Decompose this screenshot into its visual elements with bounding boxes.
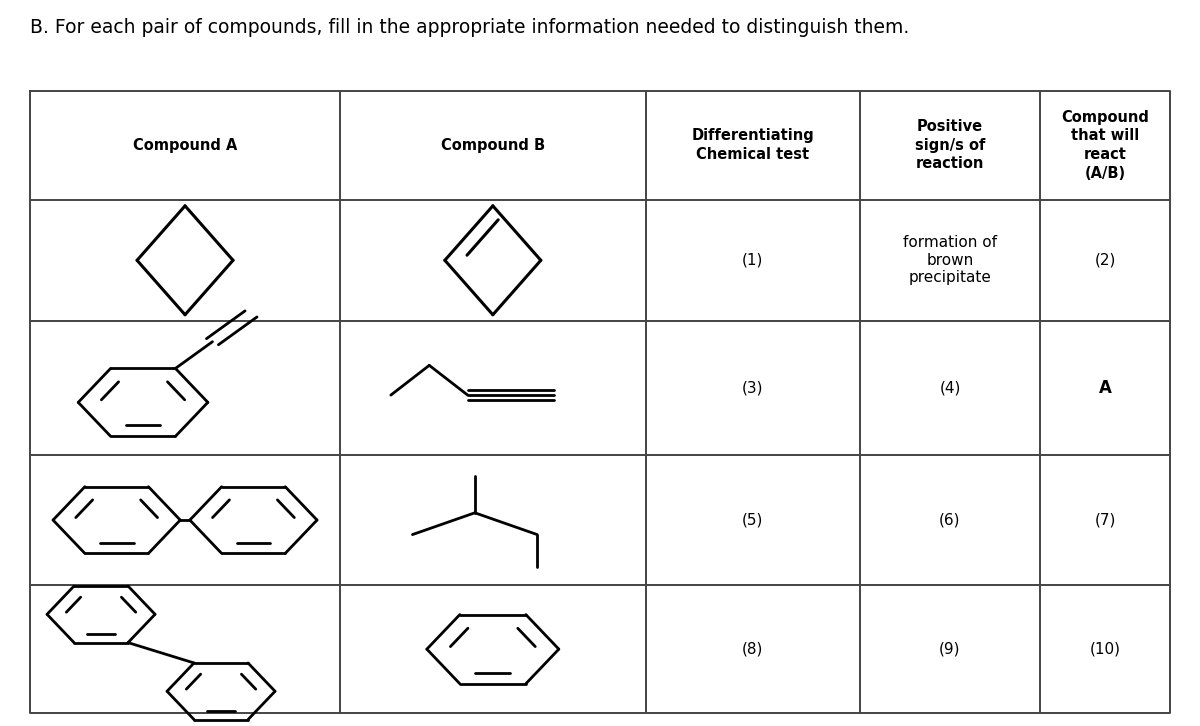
Text: (1): (1) (742, 253, 763, 268)
Text: (4): (4) (940, 380, 961, 396)
Text: (3): (3) (742, 380, 763, 396)
Text: Compound
that will
react
(A/B): Compound that will react (A/B) (1061, 110, 1148, 181)
Text: formation of
brown
precipitate: formation of brown precipitate (902, 235, 997, 285)
Text: (5): (5) (742, 513, 763, 528)
Text: (2): (2) (1094, 253, 1116, 268)
Text: Differentiating
Chemical test: Differentiating Chemical test (691, 129, 814, 162)
Text: B. For each pair of compounds, fill in the appropriate information needed to dis: B. For each pair of compounds, fill in t… (30, 18, 910, 37)
Text: (7): (7) (1094, 513, 1116, 528)
Text: A: A (1098, 379, 1111, 397)
Text: Compound B: Compound B (440, 138, 545, 152)
Text: (8): (8) (742, 642, 763, 656)
Text: Compound A: Compound A (133, 138, 238, 152)
Text: (10): (10) (1090, 642, 1121, 656)
Text: (9): (9) (940, 642, 961, 656)
Text: Positive
sign/s of
reaction: Positive sign/s of reaction (914, 119, 985, 171)
Text: (6): (6) (940, 513, 961, 528)
